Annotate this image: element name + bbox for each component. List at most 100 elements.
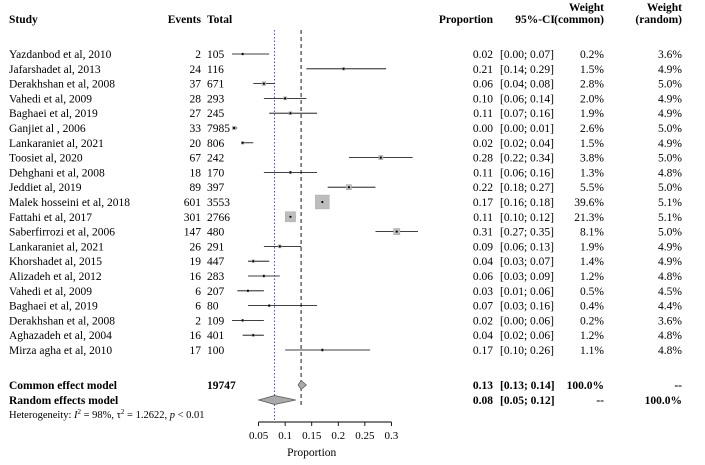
study-proportion: 0.10 (473, 93, 493, 105)
study-name: Aghazadeh et al, 2004 (9, 330, 112, 342)
study-name: Lankaraniet al, 2021 (9, 241, 104, 253)
study-proportion: 0.31 (473, 227, 493, 239)
study-proportion: 0.11 (473, 108, 493, 120)
study-ci: [0.07; 0.16] (500, 108, 554, 120)
study-events: 301 (184, 212, 202, 224)
study-name: Yazdanbod et al, 2010 (9, 49, 112, 61)
study-weight-common: 5.5% (580, 182, 604, 194)
study-ci: [0.02; 0.06] (500, 330, 554, 342)
study-weight-common: 1.5% (580, 138, 604, 150)
study-name: Lankaraniet al, 2021 (9, 138, 104, 150)
study-name: Vahedi et al, 2009 (9, 286, 92, 298)
point-estimate (347, 186, 351, 189)
study-weight-random: 5.0% (658, 227, 682, 239)
study-total: 397 (207, 182, 225, 194)
x-axis-label: Proportion (287, 447, 336, 459)
study-weight-random: 5.0% (658, 123, 682, 135)
study-weight-random: 4.5% (658, 286, 682, 298)
study-name: Baghaei et al, 2019 (9, 301, 98, 313)
study-ci: [0.03; 0.09] (500, 271, 554, 283)
point-estimate (241, 319, 244, 322)
random-effects-proportion: 0.08 (473, 395, 493, 407)
study-ci: [0.02; 0.04] (500, 138, 554, 150)
study-weight-common: 21.3% (574, 212, 604, 224)
study-events: 18 (190, 167, 202, 179)
study-weight-random: 4.9% (658, 138, 682, 150)
study-ci: [0.06; 0.16] (500, 167, 554, 179)
random-effects-weight-common: -- (596, 395, 604, 407)
study-total: 242 (207, 153, 225, 165)
point-estimate (289, 171, 292, 174)
study-ci: [0.18; 0.27] (500, 182, 554, 194)
study-total: 100 (207, 345, 225, 357)
study-weight-common: 0.5% (580, 286, 604, 298)
study-weight-common: 1.2% (580, 271, 604, 283)
study-events: 16 (190, 271, 202, 283)
study-weight-random: 4.9% (658, 256, 682, 268)
study-proportion: 0.17 (473, 345, 493, 357)
study-weight-random: 4.9% (658, 241, 682, 253)
study-proportion: 0.03 (473, 286, 493, 298)
header-weight-random-2: (random) (635, 14, 682, 26)
study-weight-common: 0.2% (580, 315, 604, 327)
study-name: Ganjiet al , 2006 (9, 123, 86, 135)
study-proportion: 0.09 (473, 241, 493, 253)
header-weight-random-1: Weight (647, 2, 682, 14)
study-proportion: 0.06 (473, 79, 493, 91)
study-total: 671 (207, 79, 225, 91)
study-events: 2 (195, 49, 201, 61)
study-weight-random: 5.0% (658, 153, 682, 165)
point-estimate (321, 200, 324, 204)
study-total: 3553 (207, 197, 230, 209)
study-events: 16 (190, 330, 202, 342)
header-weight-common-2: (common) (554, 14, 604, 26)
study-weight-random: 4.8% (658, 271, 682, 283)
point-estimate (241, 52, 244, 56)
study-weight-common: 2.6% (580, 123, 604, 135)
study-weight-common: 1.4% (580, 256, 604, 268)
study-weight-common: 39.6% (574, 197, 604, 209)
study-weight-common: 1.3% (580, 167, 604, 179)
study-proportion: 0.04 (473, 330, 493, 342)
study-proportion: 0.06 (473, 271, 493, 283)
point-estimate (321, 348, 324, 352)
study-weight-random: 5.1% (658, 197, 682, 209)
study-total: 2766 (207, 212, 230, 224)
x-axis-tick-label: 0.15 (302, 430, 322, 442)
study-proportion: 0.21 (473, 64, 493, 76)
study-weight-random: 4.9% (658, 93, 682, 105)
point-estimate (284, 97, 287, 100)
study-events: 26 (190, 241, 202, 253)
study-total: 283 (207, 271, 225, 283)
study-total: 116 (207, 64, 224, 76)
study-name: Derakhshan et al, 2008 (9, 315, 115, 327)
study-weight-common: 2.0% (580, 93, 604, 105)
study-events: 147 (184, 227, 202, 239)
point-estimate (233, 126, 236, 130)
study-weight-common: 0.4% (580, 301, 604, 313)
point-estimate (278, 245, 281, 248)
point-estimate (252, 260, 255, 263)
study-weight-common: 1.1% (580, 345, 604, 357)
header-events: Events (168, 14, 202, 26)
common-effect-weight-random: -- (674, 380, 682, 392)
study-total: 291 (207, 241, 225, 253)
study-name: Jeddiet al, 2019 (9, 182, 82, 194)
study-weight-common: 2.8% (580, 79, 604, 91)
study-weight-random: 4.8% (658, 345, 682, 357)
study-weight-common: 1.5% (580, 64, 604, 76)
study-proportion: 0.17 (473, 197, 493, 209)
x-axis-tick-label: 0.1 (278, 430, 292, 442)
study-events: 6 (195, 286, 201, 298)
study-name: Mirza agha et al, 2010 (9, 345, 112, 357)
point-estimate (268, 304, 271, 307)
study-weight-random: 5.0% (658, 182, 682, 194)
header-study: Study (9, 14, 38, 26)
study-proportion: 0.11 (473, 212, 493, 224)
study-proportion: 0.11 (473, 167, 493, 179)
study-weight-random: 5.1% (658, 212, 682, 224)
study-ci: [0.00; 0.01] (500, 123, 554, 135)
study-total: 7985 (207, 123, 230, 135)
point-estimate (379, 156, 382, 159)
